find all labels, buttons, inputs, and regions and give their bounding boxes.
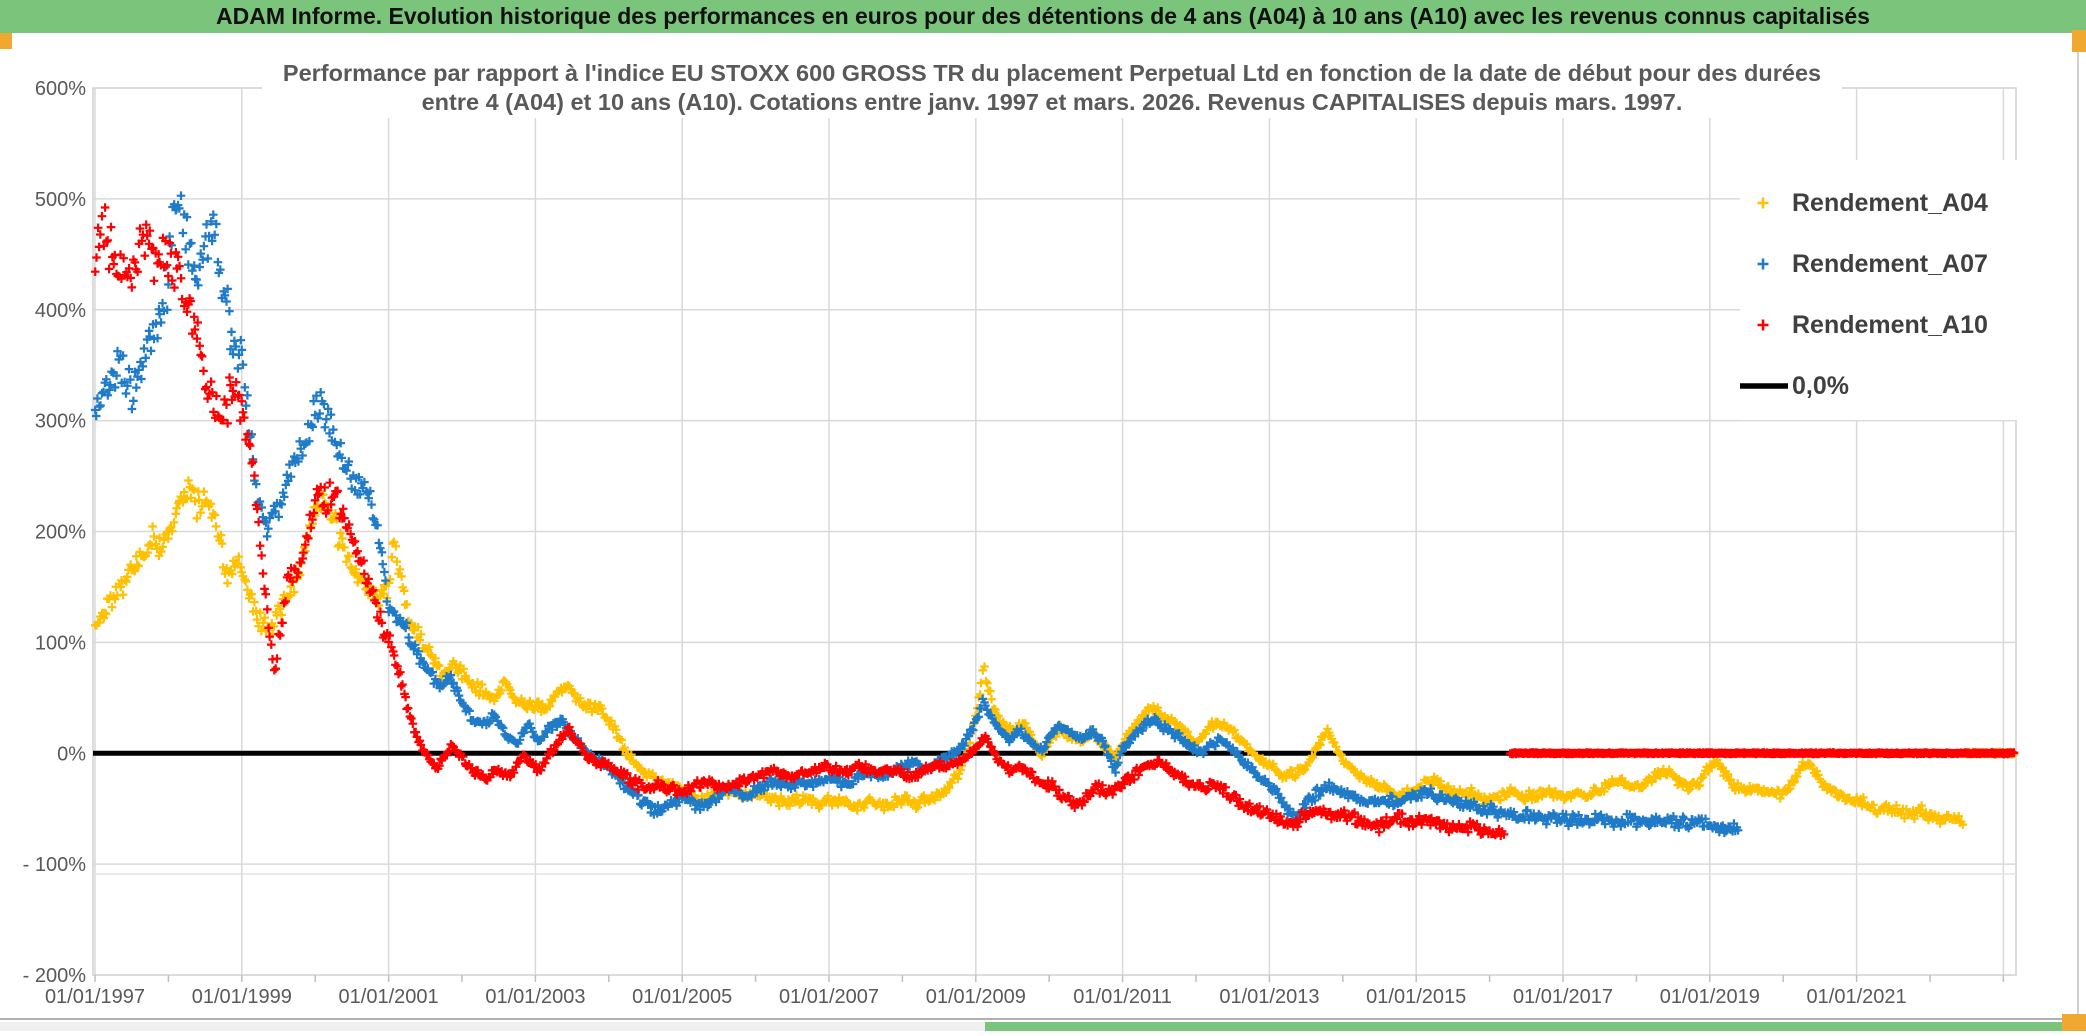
report-header: ADAM Informe. Evolution historique des p…: [0, 0, 2086, 33]
x-tick-label: 01/01/2011: [1073, 986, 1172, 1008]
x-tick-label: 01/01/2009: [926, 986, 1026, 1008]
legend-plus-marker-icon: [1757, 258, 1769, 270]
chart-title-box: [262, 54, 1842, 118]
legend-item-rendement-a07: Rendement_A07: [1757, 250, 1988, 278]
legend-plus-marker-icon: [1757, 319, 1769, 331]
x-tick-label: 01/01/2001: [339, 986, 439, 1008]
legend-label: 0,0%: [1792, 372, 1849, 400]
legend-item-rendement-a04: Rendement_A04: [1757, 189, 1988, 217]
series-rendement-a07-points: [90, 191, 1743, 838]
gold-accent-top-right-icon: [2072, 30, 2086, 52]
x-tick-label: 01/01/1999: [192, 986, 292, 1008]
y-tick-label: 100%: [35, 632, 86, 654]
y-tick-label: - 200%: [23, 965, 87, 987]
y-tick-label: 600%: [35, 78, 86, 100]
legend-label: Rendement_A07: [1792, 250, 1988, 278]
x-tick-label: 01/01/2017: [1513, 986, 1613, 1008]
y-tick-label: 200%: [35, 522, 86, 544]
chart-title-line2: entre 4 (A04) et 10 ans (A10). Cotations…: [422, 89, 1683, 115]
chart-title-line1: Performance par rapport à l'indice EU ST…: [283, 60, 1821, 86]
legend-label: Rendement_A04: [1792, 189, 1988, 217]
x-tick-label: 01/01/2021: [1807, 986, 1907, 1008]
legend-plus-marker-icon: [1757, 197, 1769, 209]
y-tick-label: 500%: [35, 189, 86, 211]
gold-accent-bottom-right-icon: [2062, 1014, 2086, 1031]
legend-item-0-0-: 0,0%: [1740, 372, 1849, 400]
x-tick-label: 01/01/2005: [632, 986, 732, 1008]
bottom-strip-left: [0, 1022, 985, 1031]
y-tick-label: 400%: [35, 300, 86, 322]
x-tick-label: 01/01/2019: [1660, 986, 1760, 1008]
x-tick-label: 01/01/2003: [485, 986, 585, 1008]
y-tick-label: 0%: [57, 743, 86, 765]
x-tick-label: 01/01/2015: [1366, 986, 1466, 1008]
legend-item-rendement-a10: Rendement_A10: [1757, 311, 1988, 339]
report-title: ADAM Informe. Evolution historique des p…: [216, 3, 1870, 29]
legend-label: Rendement_A10: [1792, 311, 1988, 339]
x-tick-label: 01/01/2013: [1219, 986, 1319, 1008]
bottom-strip-green: [985, 1022, 2062, 1031]
gold-accent-top-left-icon: [0, 33, 12, 49]
legend-box: [1740, 160, 2078, 420]
y-tick-label: 300%: [35, 411, 86, 433]
x-tick-label: 01/01/1997: [45, 986, 145, 1008]
series-rendement-a10-points: [90, 203, 2019, 841]
x-tick-label: 01/01/2007: [779, 986, 879, 1008]
y-tick-label: - 100%: [23, 854, 87, 876]
